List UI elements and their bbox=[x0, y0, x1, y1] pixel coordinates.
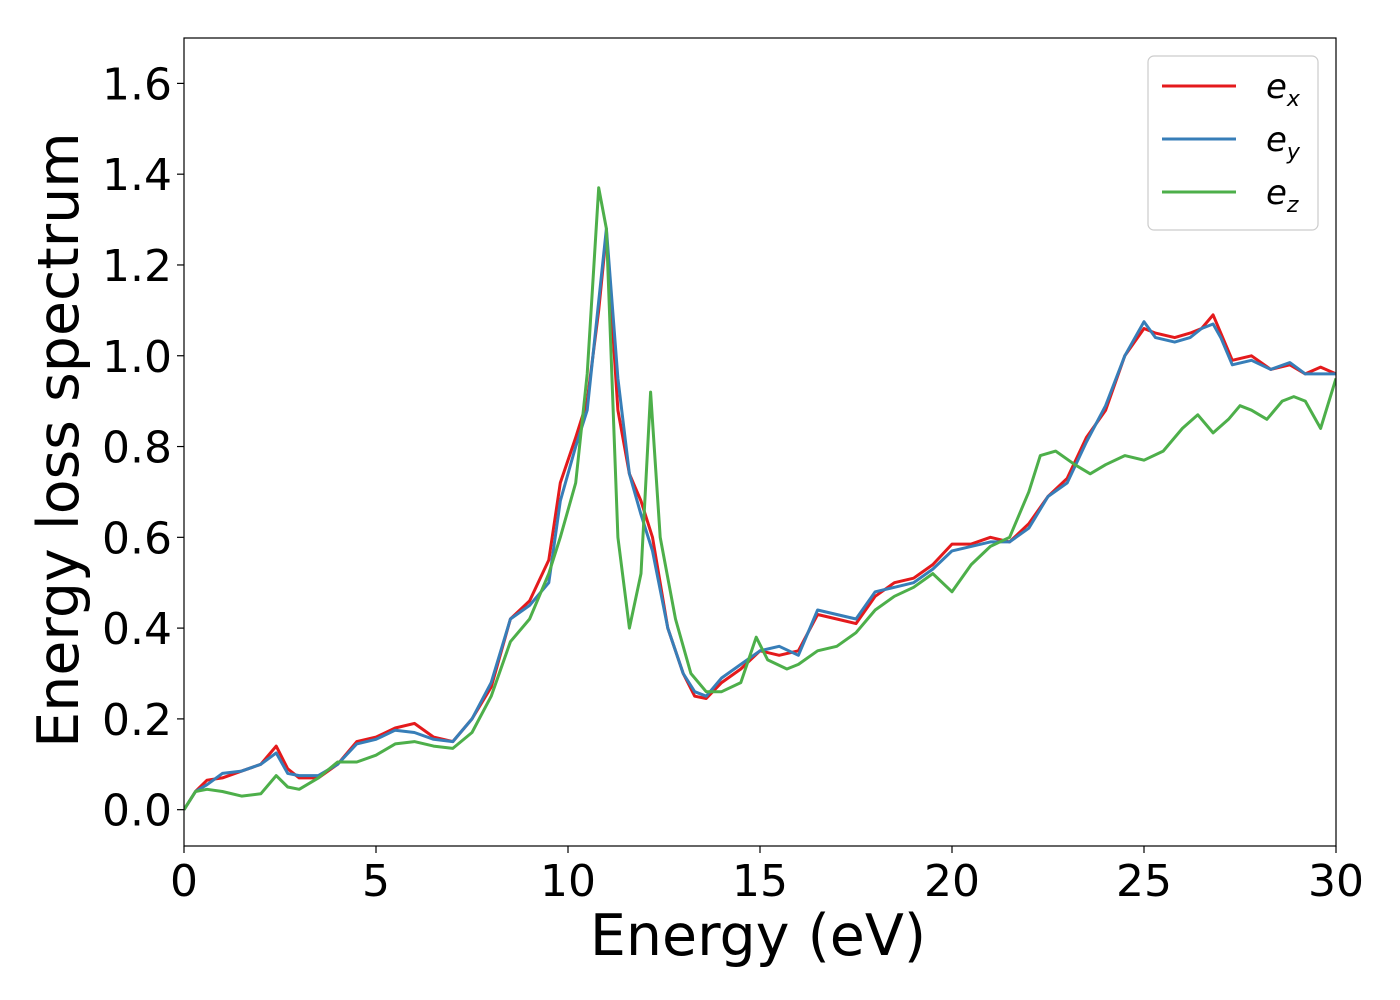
y-tick-label: 0.0 bbox=[102, 786, 172, 837]
legend-label-y: ey bbox=[1266, 120, 1301, 165]
x-tick-label: 20 bbox=[924, 856, 980, 907]
y-tick-label: 1.4 bbox=[102, 150, 172, 201]
x-tick-label: 15 bbox=[732, 856, 788, 907]
x-tick-label: 0 bbox=[170, 856, 198, 907]
legend: ex ey ez bbox=[1147, 55, 1319, 231]
y-axis-title: Energy loss spectrum bbox=[26, 132, 92, 748]
y-tick-label: 0.4 bbox=[102, 604, 172, 655]
legend-label-z: ez bbox=[1266, 173, 1299, 218]
y-tick-label: 0.6 bbox=[102, 513, 172, 564]
y-tick-label: 0.2 bbox=[102, 695, 172, 746]
x-tick-label: 10 bbox=[540, 856, 596, 907]
y-tick-label: 1.2 bbox=[102, 241, 172, 292]
legend-box bbox=[1147, 55, 1319, 231]
series-line-ey bbox=[184, 227, 1336, 811]
x-tick-label: 5 bbox=[362, 856, 390, 907]
y-tick-label: 1.6 bbox=[102, 59, 172, 110]
plot-area: 0 5 10 15 20 25 30 0.0 0.2 0.4 0.6 0.8 1.0 1.2 1.4 1.6 bbox=[102, 37, 1364, 907]
x-tick-label: 30 bbox=[1308, 856, 1364, 907]
y-tick-label: 0.8 bbox=[102, 423, 172, 474]
y-tick-label: 1.0 bbox=[102, 332, 172, 383]
series-line-ex bbox=[184, 231, 1336, 811]
x-axis-title: Energy (eV) bbox=[590, 903, 926, 969]
series-line-ez bbox=[184, 186, 1336, 811]
legend-label-x: ex bbox=[1266, 67, 1301, 112]
x-tick-label: 25 bbox=[1116, 856, 1172, 907]
